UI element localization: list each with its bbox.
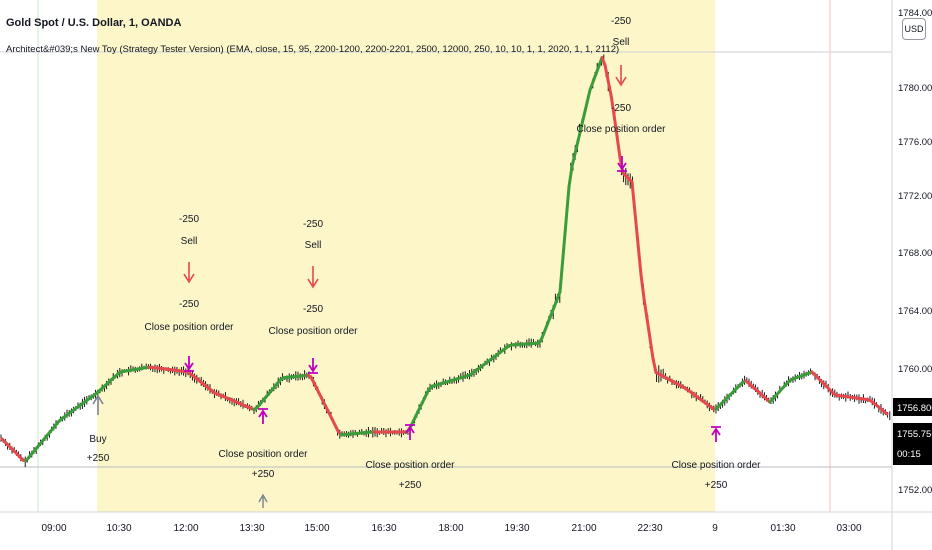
sell-arrow-icon bbox=[183, 262, 195, 284]
exit-marker-icon bbox=[184, 356, 194, 372]
svg-text:-250: -250 bbox=[611, 103, 631, 114]
ema-segment bbox=[630, 180, 637, 215]
price-tick: 1776.000 bbox=[898, 137, 932, 148]
svg-text:-250: -250 bbox=[179, 299, 199, 310]
ema-segment bbox=[603, 63, 610, 82]
price-tick: 1760.000 bbox=[898, 364, 932, 375]
countdown-timer: 00:15 bbox=[897, 449, 921, 460]
price-tick: 1752.000 bbox=[898, 485, 932, 496]
svg-text:-250: -250 bbox=[303, 304, 323, 315]
last-price-label bbox=[893, 398, 932, 416]
svg-text:Close position order: Close position order bbox=[672, 460, 762, 471]
svg-text:-250: -250 bbox=[179, 214, 199, 225]
time-tick: 10:30 bbox=[106, 523, 131, 534]
svg-text:-250: -250 bbox=[303, 219, 323, 230]
svg-text:Sell: Sell bbox=[305, 240, 322, 251]
buy-arrow-icon bbox=[92, 394, 104, 415]
svg-text:Close position order: Close position order bbox=[366, 460, 456, 471]
ema-segment bbox=[615, 134, 622, 160]
time-tick: 09:00 bbox=[41, 523, 66, 534]
ema-line bbox=[0, 56, 889, 463]
svg-text:Close position order: Close position order bbox=[577, 124, 667, 135]
time-tick: 9 bbox=[712, 523, 718, 534]
sell-arrow-icon bbox=[307, 266, 319, 289]
annotation-close-3: -250 Close position order bbox=[577, 103, 667, 135]
ema-segment bbox=[639, 273, 646, 300]
time-tick: 21:00 bbox=[571, 523, 596, 534]
ema-segment bbox=[636, 242, 643, 277]
ema-segment bbox=[645, 317, 652, 340]
svg-text:Buy: Buy bbox=[89, 434, 106, 445]
ema-segment bbox=[642, 296, 649, 320]
svg-text:+250: +250 bbox=[252, 469, 275, 480]
entry-marker-icon bbox=[258, 408, 268, 424]
annotation-close-5: Close position order +250 bbox=[366, 460, 456, 491]
svg-text:Close position order: Close position order bbox=[145, 322, 235, 333]
ema-segment bbox=[579, 114, 586, 130]
sell-arrow-icon bbox=[615, 65, 627, 87]
session-highlight-band bbox=[97, 0, 715, 512]
svg-text:+250: +250 bbox=[705, 480, 728, 491]
price-tick: 1764.000 bbox=[898, 306, 932, 317]
last-price-value: 1756.800 bbox=[897, 403, 932, 414]
time-tick: 18:00 bbox=[438, 523, 463, 534]
annotation-buy: Buy +250 bbox=[87, 394, 110, 464]
annotation-sell-3: -250 Sell bbox=[611, 16, 631, 87]
annotation-close-1: -250 Close position order bbox=[145, 299, 235, 333]
time-tick: 13:30 bbox=[239, 523, 264, 534]
ema-segment bbox=[882, 410, 889, 416]
exit-marker-icon bbox=[617, 156, 627, 172]
currency-button[interactable]: USD bbox=[902, 18, 926, 40]
annotation-close-2: -250 Close position order bbox=[269, 304, 359, 337]
ema-segment bbox=[561, 220, 568, 259]
time-tick: 16:30 bbox=[371, 523, 396, 534]
time-tick: 19:30 bbox=[504, 523, 529, 534]
svg-text:Close position order: Close position order bbox=[269, 326, 359, 337]
ema-segment bbox=[564, 185, 571, 224]
symbol-title[interactable]: Gold Spot / U.S. Dollar, 1, OANDA bbox=[6, 17, 182, 29]
time-axis[interactable]: 09:00 10:30 12:00 13:30 15:00 16:30 18:0… bbox=[41, 523, 861, 534]
price-tick: 1780.000 bbox=[898, 83, 932, 94]
ema-segment bbox=[633, 211, 640, 246]
ema-segment bbox=[570, 152, 577, 168]
annotation-sell-1: -250 Sell bbox=[179, 214, 199, 284]
time-tick: 12:00 bbox=[173, 523, 198, 534]
svg-text:Close position order: Close position order bbox=[219, 449, 309, 460]
buy-arrow-icon bbox=[258, 493, 268, 508]
ema-segment bbox=[573, 139, 580, 156]
ema-segment bbox=[609, 93, 616, 116]
ema-segment bbox=[585, 88, 592, 105]
ema-segment bbox=[651, 357, 658, 374]
ema-segment bbox=[606, 78, 613, 97]
time-tick: 22:30 bbox=[637, 523, 662, 534]
ema-segment bbox=[558, 255, 565, 294]
price-tick: 1772.000 bbox=[898, 191, 932, 202]
price-tick: 1768.000 bbox=[898, 248, 932, 259]
annotation-close-6: Close position order +250 bbox=[672, 460, 762, 491]
entry-marker-icon bbox=[711, 426, 721, 442]
entry-marker-icon bbox=[405, 424, 415, 440]
time-tick: 03:00 bbox=[836, 523, 861, 534]
price-tick-top: 1784.000 bbox=[898, 8, 932, 19]
trade-markers bbox=[184, 156, 721, 442]
svg-text:Sell: Sell bbox=[181, 236, 198, 247]
svg-text:-250: -250 bbox=[611, 16, 631, 27]
svg-text:Sell: Sell bbox=[613, 37, 630, 48]
time-tick: 15:00 bbox=[304, 523, 329, 534]
ema-segment bbox=[567, 165, 574, 189]
current-price-value: 1755.756 bbox=[897, 429, 932, 440]
annotation-sell-2: -250 Sell bbox=[303, 219, 323, 289]
study-legend[interactable]: Architect&#039;s New Toy (Strategy Teste… bbox=[6, 44, 620, 55]
ema-segment bbox=[582, 101, 589, 117]
ema-segment bbox=[576, 126, 583, 143]
ema-segment bbox=[612, 112, 619, 138]
time-tick: 01:30 bbox=[770, 523, 795, 534]
ema-segment bbox=[648, 337, 655, 361]
svg-text:+250: +250 bbox=[87, 453, 110, 464]
svg-text:+250: +250 bbox=[399, 480, 422, 491]
current-price-label bbox=[893, 423, 932, 465]
annotation-close-4: Close position order +250 bbox=[219, 449, 309, 508]
exit-marker-icon bbox=[308, 358, 318, 374]
